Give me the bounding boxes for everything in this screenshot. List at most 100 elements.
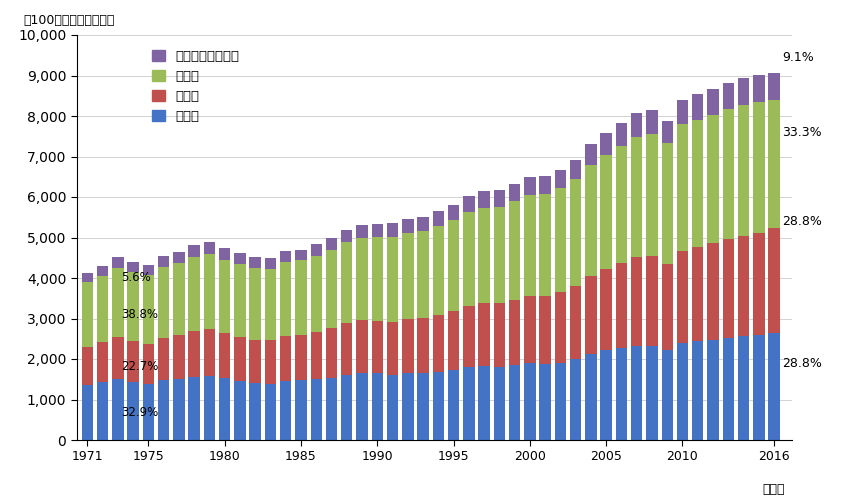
Bar	[753, 335, 764, 440]
Bar	[616, 263, 627, 347]
Bar	[173, 379, 185, 440]
Bar	[463, 306, 475, 367]
Bar	[478, 208, 490, 303]
Bar	[280, 252, 291, 262]
Bar	[204, 376, 216, 440]
Bar	[82, 282, 93, 347]
Bar	[204, 329, 216, 376]
Bar	[417, 318, 429, 374]
Bar	[555, 170, 566, 188]
Bar	[448, 220, 459, 311]
Bar	[112, 258, 124, 268]
Bar	[356, 320, 368, 373]
Bar	[647, 110, 658, 134]
Bar	[616, 348, 627, 440]
Bar	[280, 336, 291, 381]
Bar	[310, 256, 322, 332]
Bar	[250, 257, 261, 268]
Bar	[250, 383, 261, 440]
Bar	[173, 263, 185, 335]
Bar	[387, 223, 398, 237]
Bar	[616, 146, 627, 263]
Bar	[616, 122, 627, 146]
Bar	[325, 238, 337, 250]
Bar	[753, 232, 764, 335]
Bar	[661, 350, 673, 440]
Bar	[631, 258, 642, 346]
Bar	[478, 303, 490, 366]
Bar	[692, 248, 704, 341]
Bar	[707, 89, 719, 114]
Bar	[356, 373, 368, 440]
Text: 38.8%: 38.8%	[121, 308, 158, 321]
Bar	[647, 134, 658, 256]
Bar	[82, 385, 93, 440]
Bar	[234, 380, 245, 440]
Bar	[188, 332, 200, 377]
Bar	[722, 239, 734, 338]
Bar	[158, 267, 170, 338]
Bar	[280, 262, 291, 336]
Bar	[219, 260, 230, 334]
Bar	[371, 237, 383, 320]
Bar	[173, 335, 185, 379]
Bar	[341, 230, 353, 242]
Bar	[128, 382, 139, 440]
Bar	[250, 268, 261, 340]
Bar	[601, 350, 612, 440]
Bar	[661, 264, 673, 350]
Bar	[448, 311, 459, 370]
Bar	[158, 256, 170, 267]
Bar	[158, 338, 170, 380]
Bar	[97, 382, 108, 440]
Bar	[493, 206, 505, 304]
Bar	[142, 344, 154, 384]
Bar	[97, 276, 108, 342]
Bar	[417, 231, 429, 318]
Bar	[769, 73, 780, 100]
Bar	[356, 224, 368, 237]
Bar	[570, 286, 581, 359]
Bar	[769, 228, 780, 333]
Bar	[631, 137, 642, 258]
Text: 33.3%: 33.3%	[782, 126, 822, 138]
Bar	[555, 363, 566, 440]
Bar	[509, 184, 521, 201]
Bar	[188, 246, 200, 257]
Bar	[433, 372, 444, 440]
Bar	[417, 374, 429, 440]
Bar	[82, 273, 93, 282]
Bar	[585, 144, 596, 165]
Bar	[601, 155, 612, 269]
Bar	[647, 346, 658, 440]
Bar	[601, 269, 612, 350]
Bar	[570, 179, 581, 286]
Bar	[493, 304, 505, 366]
Bar	[769, 100, 780, 228]
Bar	[753, 76, 764, 102]
Bar	[676, 342, 688, 440]
Bar	[738, 104, 749, 236]
Text: 32.9%: 32.9%	[121, 406, 158, 419]
Bar	[524, 177, 536, 195]
Bar	[738, 236, 749, 336]
Bar	[524, 195, 536, 296]
Bar	[387, 237, 398, 322]
Bar	[753, 102, 764, 232]
Bar	[296, 260, 307, 334]
Bar	[539, 194, 551, 296]
Bar	[478, 366, 490, 440]
Bar	[325, 250, 337, 328]
Bar	[204, 242, 216, 254]
Bar	[433, 315, 444, 372]
Text: （年）: （年）	[763, 482, 786, 496]
Bar	[585, 165, 596, 276]
Bar	[585, 276, 596, 354]
Bar	[325, 378, 337, 440]
Bar	[82, 347, 93, 385]
Bar	[219, 248, 230, 260]
Bar	[219, 378, 230, 440]
Text: （100万石油換算トン）: （100万石油換算トン）	[23, 14, 114, 27]
Bar	[265, 258, 276, 268]
Bar	[509, 366, 521, 440]
